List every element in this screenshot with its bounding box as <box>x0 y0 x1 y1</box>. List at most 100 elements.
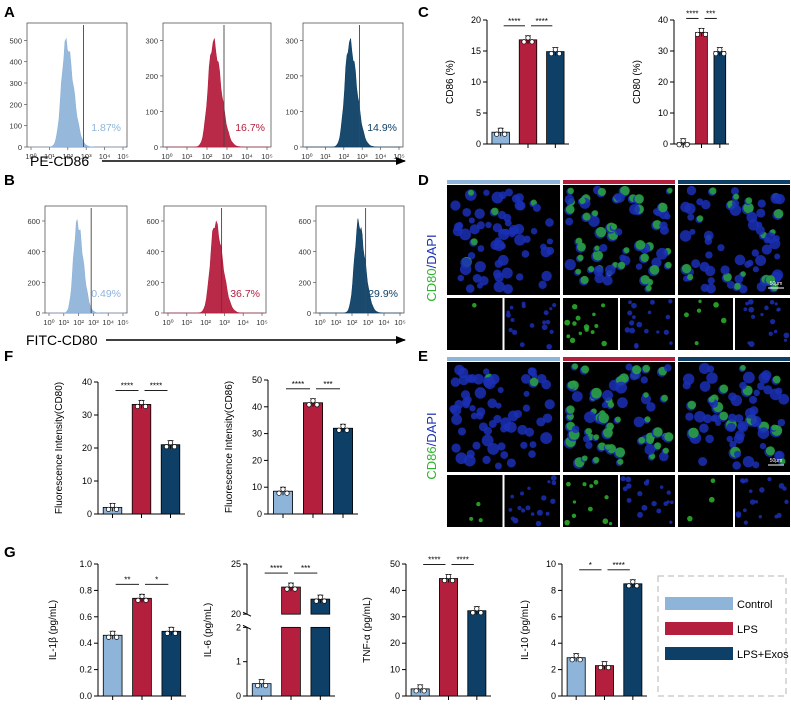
cell-nucleus <box>564 259 576 271</box>
significance-label: **** <box>292 380 304 389</box>
inset-nucleus <box>636 321 643 328</box>
micrograph-label-cd86-dapi: /DAPI <box>424 412 439 446</box>
cell-marker-signal <box>603 427 613 438</box>
cell-nucleus <box>753 389 760 397</box>
histogram-percent: 14.9% <box>367 122 397 134</box>
inset-nucleus <box>546 343 552 350</box>
cell-marker-signal <box>634 194 644 204</box>
data-point <box>142 403 149 409</box>
inset-nucleus <box>509 305 514 310</box>
cell-marker-signal <box>643 392 649 398</box>
cell-nucleus <box>717 244 725 252</box>
cell-nucleus <box>497 387 504 394</box>
histogram-xtick-label: 10⁴ <box>375 152 387 161</box>
y-tick-label: 0 <box>257 509 262 519</box>
cell-nucleus <box>493 414 502 424</box>
inset-nucleus <box>545 511 550 516</box>
inset-nucleus <box>659 485 664 489</box>
inset-nucleus <box>651 500 657 507</box>
scale-bar-label: 50μm <box>770 281 783 287</box>
y-tick-label: 15 <box>471 46 481 56</box>
micrograph-inset <box>735 298 790 350</box>
cell-nucleus <box>734 414 744 423</box>
cell-nucleus <box>571 391 583 402</box>
data-point <box>109 502 116 508</box>
legend-swatch-control <box>665 597 733 610</box>
cell-marker-signal <box>688 427 699 439</box>
cell-nucleus <box>521 373 531 384</box>
cell-marker-signal <box>593 456 600 464</box>
significance-label: **** <box>612 561 624 570</box>
cell-nucleus <box>477 245 485 252</box>
micrograph-inset <box>447 475 503 527</box>
micrograph-inset <box>678 475 733 527</box>
cell-nucleus <box>564 194 575 205</box>
inset-nucleus <box>743 520 748 525</box>
inset-nucleus <box>768 331 773 337</box>
cell-nucleus <box>640 376 648 384</box>
inset-nucleus <box>506 310 510 315</box>
bar-lps-exos <box>332 427 353 515</box>
inset-nucleus <box>743 307 748 312</box>
panel-label-a: A <box>4 4 15 21</box>
data-point <box>167 440 174 446</box>
inset-nucleus <box>512 329 518 335</box>
data-point <box>626 583 632 589</box>
cell-nucleus <box>529 441 537 449</box>
data-point <box>135 597 141 603</box>
cell-nucleus <box>682 373 695 385</box>
inset-nucleus <box>520 491 525 496</box>
inset-nucleus <box>760 312 764 317</box>
cell-marker-signal <box>765 275 776 285</box>
cell-nucleus <box>497 442 506 451</box>
inset-marker-signal <box>593 479 599 485</box>
inset-marker-signal <box>592 312 596 317</box>
group-color-bar <box>447 357 560 361</box>
significance-label: **** <box>535 17 547 26</box>
cell-marker-signal <box>592 250 604 261</box>
inset-nucleus <box>521 304 526 309</box>
inset-nucleus <box>505 312 511 318</box>
inset-marker-signal <box>698 299 702 303</box>
y-tick-label: 20 <box>471 15 481 25</box>
histogram-xtick-label: 10⁴ <box>378 318 390 327</box>
cell-nucleus <box>540 432 553 445</box>
cell-nucleus <box>473 373 484 385</box>
data-point <box>306 402 312 408</box>
cell-nucleus <box>617 397 628 409</box>
histogram-percent: 36.7% <box>230 288 260 300</box>
cell-nucleus <box>691 259 701 269</box>
cell-marker-signal <box>640 274 650 285</box>
inset-nucleus <box>624 327 631 333</box>
significance-label: **** <box>121 381 133 390</box>
cell-nucleus <box>466 449 475 459</box>
inset-nucleus <box>626 483 632 489</box>
cell-nucleus <box>451 414 463 426</box>
cell-nucleus <box>523 235 531 243</box>
inset-nucleus <box>764 305 769 311</box>
data-point <box>168 626 174 632</box>
y-tick-label: 1 <box>236 657 241 667</box>
cell-marker-signal <box>582 212 591 221</box>
cell-marker-signal <box>582 455 588 462</box>
inset-nucleus <box>547 480 551 484</box>
cell-nucleus <box>451 443 461 453</box>
y-axis-label: Fluorescence Intensity(CD80) <box>54 382 65 514</box>
cell-nucleus <box>633 416 645 428</box>
inset-nucleus <box>628 300 632 305</box>
data-point <box>494 131 500 137</box>
cell-nucleus <box>462 208 472 217</box>
data-point <box>288 582 294 588</box>
data-point <box>344 427 350 433</box>
cell-marker-signal <box>575 268 582 275</box>
cell-nucleus <box>759 442 767 450</box>
cell-nucleus <box>705 251 713 259</box>
inset-nucleus <box>622 486 628 492</box>
histogram-xtick-label: 10¹ <box>320 152 331 161</box>
histogram-xtick-label: 10⁰ <box>314 318 325 327</box>
inset-marker-signal <box>696 308 702 313</box>
cell-nucleus <box>679 230 692 242</box>
cell-marker-signal <box>597 187 607 196</box>
